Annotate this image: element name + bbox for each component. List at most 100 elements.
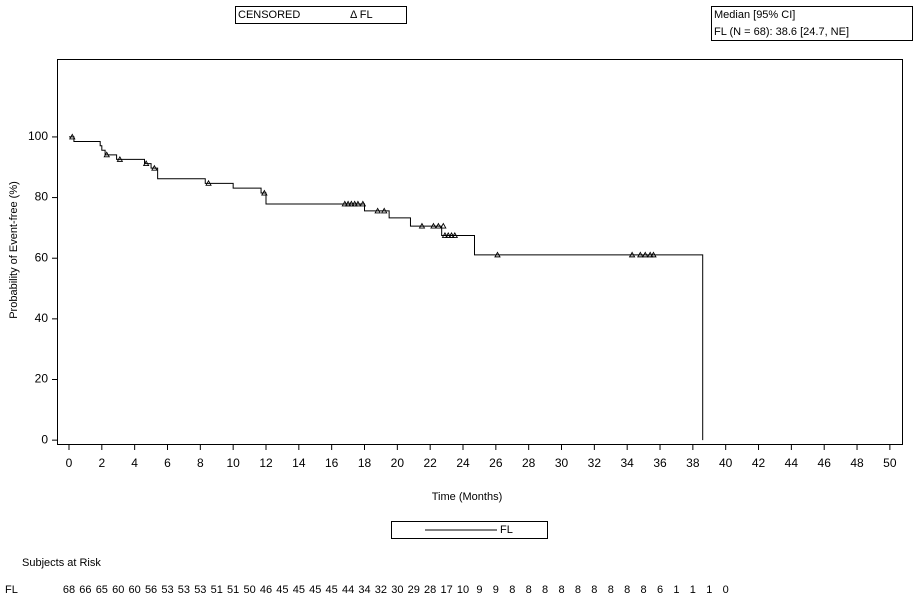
x-tick-label: 34: [621, 456, 635, 470]
censor-legend-box: [235, 6, 407, 24]
x-tick-label: 4: [131, 456, 138, 470]
risk-count: 51: [227, 584, 239, 596]
risk-count: 53: [161, 584, 173, 596]
censor-mark: [205, 179, 212, 186]
median-title: Median [95% CI]: [714, 9, 795, 21]
censor-mark: [448, 232, 455, 238]
risk-count: 8: [526, 584, 532, 596]
risk-count: 29: [408, 584, 420, 596]
risk-count: 46: [260, 584, 272, 596]
series-legend-box: [391, 521, 548, 539]
x-tick-label: 8: [197, 456, 204, 470]
risk-count: 65: [96, 584, 108, 596]
x-tick-label: 12: [259, 456, 273, 470]
x-tick-label: 22: [423, 456, 437, 470]
censor-mark: [348, 200, 355, 207]
censor-mark: [440, 222, 447, 229]
risk-count: 10: [457, 584, 469, 596]
risk-count: 68: [63, 584, 75, 596]
x-tick-label: 48: [850, 456, 864, 470]
x-tick-label: 24: [456, 456, 470, 470]
censor-mark: [374, 207, 381, 214]
censor-mark: [637, 251, 644, 258]
censor-mark: [451, 232, 459, 238]
risk-count: 17: [440, 584, 452, 596]
x-tick-label: 2: [98, 456, 105, 470]
x-tick-label: 46: [818, 456, 832, 470]
x-tick-label: 6: [164, 456, 171, 470]
censor-mark: [441, 232, 449, 238]
censor-mark: [151, 164, 158, 171]
censor-mark: [494, 251, 501, 258]
risk-count: 50: [243, 584, 255, 596]
x-tick-label: 32: [588, 456, 602, 470]
x-axis-label: Time (Months): [432, 491, 503, 503]
risk-count: 32: [375, 584, 387, 596]
plot-frame: [57, 59, 903, 445]
censor-mark: [646, 251, 654, 258]
x-tick-label: 42: [752, 456, 766, 470]
risk-count: 56: [145, 584, 157, 596]
risk-count: 34: [358, 584, 370, 596]
risk-count: 44: [342, 584, 354, 596]
censor-mark: [444, 232, 452, 238]
risk-count: 45: [293, 584, 305, 596]
risk-count: 8: [542, 584, 548, 596]
risk-count: 1: [690, 584, 696, 596]
risk-count: 8: [558, 584, 564, 596]
risk-count: 28: [424, 584, 436, 596]
risk-count: 9: [493, 584, 499, 596]
censor-mark: [69, 133, 76, 140]
risk-count: 6: [657, 584, 663, 596]
y-tick-label: 60: [35, 250, 49, 264]
censor-legend-symbol: Δ FL: [350, 9, 373, 21]
risk-count: 8: [641, 584, 647, 596]
risk-count: 53: [194, 584, 206, 596]
risk-count: 51: [211, 584, 223, 596]
censor-mark: [359, 200, 367, 207]
risk-count: 8: [591, 584, 597, 596]
risk-count: 0: [723, 584, 729, 596]
censor-mark: [418, 222, 426, 229]
risk-count: 60: [129, 584, 141, 596]
risk-count: 45: [326, 584, 338, 596]
y-axis-label: Probability of Event-free (%): [8, 181, 20, 319]
risk-count: 9: [476, 584, 482, 596]
median-value: FL (N = 68): 38.6 [24.7, NE]: [714, 26, 849, 38]
x-tick-label: 38: [686, 456, 700, 470]
risk-count: 8: [608, 584, 614, 596]
x-tick-label: 0: [66, 456, 73, 470]
censor-mark: [344, 200, 352, 207]
risk-count: 8: [624, 584, 630, 596]
censor-mark: [351, 200, 358, 207]
y-tick-label: 0: [41, 432, 48, 446]
risk-count: 45: [309, 584, 321, 596]
risk-count: 66: [79, 584, 91, 596]
risk-count: 1: [706, 584, 712, 596]
x-tick-label: 40: [719, 456, 733, 470]
risk-count: 45: [276, 584, 288, 596]
median-box: [711, 6, 913, 41]
y-tick-label: 100: [28, 129, 48, 143]
x-tick-label: 18: [358, 456, 372, 470]
x-tick-label: 20: [391, 456, 405, 470]
risk-count: 8: [575, 584, 581, 596]
risk-count: 8: [509, 584, 515, 596]
censor-mark: [116, 155, 124, 162]
risk-row-label: FL: [5, 584, 18, 596]
censor-mark: [641, 251, 649, 258]
x-tick-label: 36: [653, 456, 667, 470]
censor-mark: [430, 222, 437, 229]
x-tick-label: 50: [883, 456, 897, 470]
censor-mark: [103, 151, 111, 158]
x-tick-label: 10: [226, 456, 240, 470]
y-tick-label: 80: [35, 190, 49, 204]
x-tick-label: 16: [325, 456, 339, 470]
risk-table-title: Subjects at Risk: [22, 557, 101, 569]
censor-mark: [142, 160, 150, 167]
censor-legend-label: CENSORED: [238, 9, 300, 21]
censor-mark: [354, 200, 362, 207]
x-tick-label: 14: [292, 456, 306, 470]
x-tick-label: 28: [522, 456, 536, 470]
